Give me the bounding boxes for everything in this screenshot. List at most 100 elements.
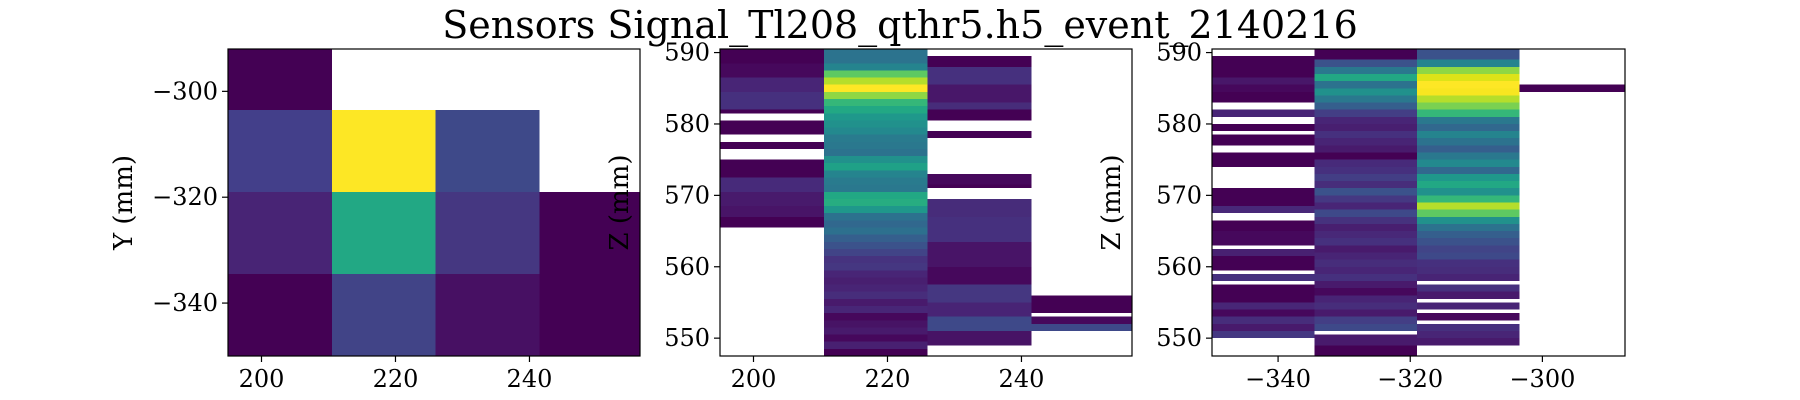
panel-xy: 200 220 240 −300 −320 −340 Y (mm) (109, 48, 641, 393)
heatmap-cell (927, 302, 1032, 317)
heatmap-cell (1314, 316, 1417, 324)
heatmap-cell (823, 291, 928, 299)
heatmap-cell (1416, 181, 1520, 189)
heatmap-cell (1314, 173, 1417, 182)
heatmap-cell (823, 277, 928, 285)
axes-frame (1211, 48, 1626, 357)
heatmap-cell (823, 306, 928, 314)
heatmap-cell (823, 134, 928, 142)
heatmap-cell (823, 256, 928, 264)
heatmap-cell (1416, 259, 1520, 267)
heatmap-cell (823, 334, 928, 342)
heatmap-cell (1416, 323, 1520, 332)
heatmap-cell (1416, 166, 1520, 174)
heatmap-cell (1416, 252, 1520, 260)
heatmap-cell (927, 173, 1032, 185)
y-tick-label: −320 (152, 183, 218, 211)
heatmap-cell (823, 163, 928, 171)
heatmap-cell (927, 284, 1032, 303)
heatmap-cell (1314, 231, 1417, 239)
heatmap-cell (1212, 309, 1315, 317)
heatmap-cell (1416, 116, 1520, 124)
heatmap-cell (1314, 188, 1417, 196)
heatmap-cells (1212, 49, 1625, 356)
heatmap-cell (1212, 109, 1315, 117)
heatmap-cells (228, 49, 640, 356)
heatmap-cell (927, 216, 1032, 242)
heatmap-cell (823, 284, 928, 292)
heatmap-cell (1314, 131, 1417, 139)
heatmap-cell (1031, 295, 1132, 314)
heatmap-cell (1314, 138, 1417, 146)
heatmap-cell (1031, 316, 1132, 324)
y-tick-label: −300 (152, 77, 218, 105)
heatmap-cell (823, 77, 928, 85)
heatmap-cell (1416, 188, 1520, 196)
heatmap-cell (823, 148, 928, 157)
heatmap-cell (1314, 288, 1417, 296)
heatmap-cell (331, 109, 436, 192)
heatmap-cell (1416, 73, 1520, 82)
heatmap-cell (823, 206, 928, 214)
heatmap-cell (1416, 209, 1520, 217)
heatmap-cell (720, 159, 824, 178)
heatmap-cell (823, 263, 928, 271)
heatmap-cell (927, 66, 1032, 85)
heatmap-cell (1212, 206, 1315, 214)
heatmap-cell (1416, 159, 1520, 167)
y-tick-label: 580 (664, 110, 710, 138)
heatmap-cell (1212, 316, 1315, 324)
heatmap-cell (1314, 223, 1417, 232)
heatmap-cell (927, 241, 1032, 267)
heatmap-cell (1314, 59, 1417, 67)
heatmap-cell (823, 170, 928, 178)
axes-frame (719, 48, 1133, 357)
heatmap-cell (927, 56, 1032, 67)
heatmap-cell (823, 156, 928, 164)
heatmap-cell (1416, 302, 1520, 310)
heatmap-cell (1416, 66, 1520, 74)
heatmap-cell (823, 113, 928, 121)
heatmap-cell (927, 316, 1032, 332)
x-tick-label: 220 (865, 365, 911, 393)
heatmap-cell (823, 234, 928, 242)
heatmap-cell (1031, 323, 1132, 332)
figure-title: Sensors Signal_Tl208_qthr5.h5_event_2140… (442, 3, 1358, 48)
heatmap-cell (1314, 259, 1417, 267)
heatmap-cell (720, 191, 824, 207)
heatmap-cell (1212, 248, 1315, 257)
heatmap-cell (1416, 131, 1520, 139)
heatmap-cell (1314, 102, 1417, 110)
heatmap-cell (435, 273, 540, 356)
heatmap-cell (1212, 77, 1315, 85)
heatmap-cell (823, 241, 928, 249)
heatmap-cell (823, 198, 928, 207)
heatmap-cell (1212, 188, 1315, 207)
heatmap-cell (823, 184, 928, 192)
heatmap-cell (927, 131, 1032, 139)
heatmap-cell (1314, 166, 1417, 174)
heatmap-cell (1314, 181, 1417, 189)
heatmap-cell (228, 273, 332, 356)
heatmap-cell (228, 109, 332, 192)
heatmap-cell (823, 320, 928, 328)
heatmap-cell (927, 331, 1032, 346)
heatmap-cell (720, 77, 824, 92)
heatmap-cell (720, 109, 824, 114)
heatmap-cell (1314, 216, 1417, 224)
x-tick-label: 200 (239, 365, 285, 393)
heatmap-cell (1314, 323, 1417, 332)
x-tick-label: −320 (1377, 365, 1443, 393)
heatmap-cell (1212, 273, 1315, 282)
heatmap-cell (823, 327, 928, 335)
y-tick-label: 560 (1156, 253, 1202, 281)
y-tick-label: 570 (664, 181, 710, 209)
heatmap-cell (1314, 66, 1417, 74)
heatmap-cell (1212, 56, 1315, 78)
heatmap-cell (823, 313, 928, 321)
heatmap-cell (1314, 209, 1417, 217)
heatmap-cell (823, 227, 928, 235)
heatmap-cell (1212, 256, 1315, 271)
heatmap-cell (823, 127, 928, 135)
